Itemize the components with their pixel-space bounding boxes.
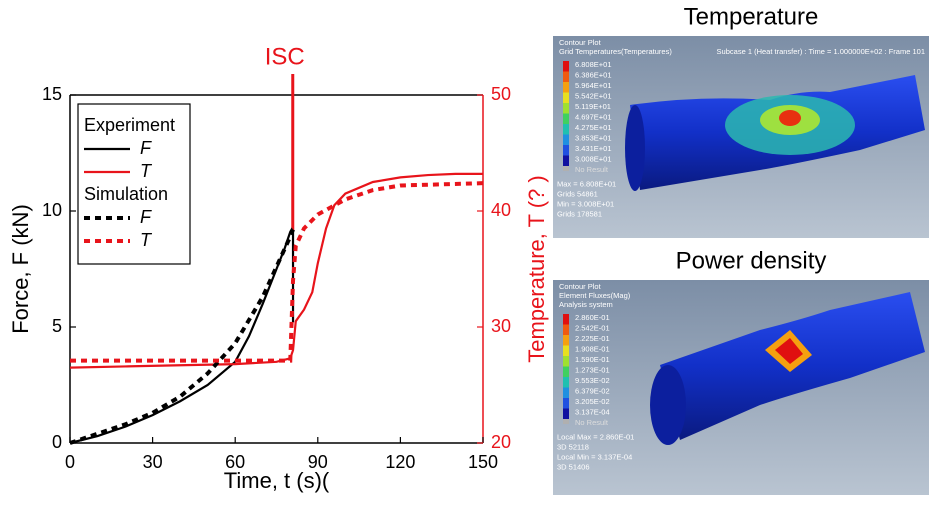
legend-label: 3.137E-04 <box>575 407 610 416</box>
legend-swatch <box>563 314 569 325</box>
x-tick-label: 120 <box>385 452 415 472</box>
panel-header: Analysis system <box>559 300 613 309</box>
legend-swatch <box>563 388 569 399</box>
y2-tick-label: 30 <box>491 316 511 336</box>
legend-label: 2.860E-01 <box>575 313 610 322</box>
legend-label: 3.431E+01 <box>575 144 612 153</box>
legend-label: 1.590E-01 <box>575 355 610 364</box>
legend-label: 6.808E+01 <box>575 60 612 69</box>
legend-swatch <box>563 145 569 156</box>
y-tick-label: 0 <box>52 432 62 452</box>
legend-label: 4.275E+01 <box>575 123 612 132</box>
panel-footer: Local Min = 3.137E-04 <box>557 452 632 461</box>
cylinder-end <box>625 105 645 191</box>
legend-label: 5.964E+01 <box>575 81 612 90</box>
y-tick-label: 10 <box>42 200 62 220</box>
legend-group-title: Simulation <box>84 184 168 204</box>
panel-footer: Min = 3.008E+01 <box>557 199 614 208</box>
panel-footer: 3D 52118 <box>557 442 589 451</box>
legend-label: 2.542E-01 <box>575 323 610 332</box>
panel-footer: Grids 178581 <box>557 209 602 218</box>
y2-tick-label: 50 <box>491 84 511 104</box>
legend-label: 9.553E-02 <box>575 376 610 385</box>
legend-label: 3.008E+01 <box>575 154 612 163</box>
legend-label: 2.225E-01 <box>575 334 610 343</box>
legend-swatch <box>563 335 569 346</box>
legend-group-title: Experiment <box>84 115 175 135</box>
legend-label: 1.908E-01 <box>575 344 610 353</box>
y2-axis-label: Temperature, T (? ) <box>524 175 549 362</box>
panel-header: Contour Plot <box>559 282 602 291</box>
legend-swatch <box>563 409 569 420</box>
legend-swatch <box>563 346 569 357</box>
legend-swatch <box>563 356 569 367</box>
legend-label: 4.697E+01 <box>575 112 612 121</box>
panel-footer: Local Max = 2.860E-01 <box>557 432 634 441</box>
legend-swatch <box>563 135 569 146</box>
legend-label: 6.386E+01 <box>575 70 612 79</box>
panel-footer: Grids 54861 <box>557 189 598 198</box>
x-tick-label: 150 <box>468 452 498 472</box>
legend-swatch <box>563 419 569 424</box>
panel-header: Element Fluxes(Mag) <box>559 291 631 300</box>
legend-swatch <box>563 114 569 125</box>
panel-footer: 3D 51406 <box>557 462 590 471</box>
y2-tick-label: 20 <box>491 432 511 452</box>
panel-title: Temperature <box>684 3 819 30</box>
y2-tick-label: 40 <box>491 200 511 220</box>
legend-swatch <box>563 72 569 83</box>
legend-swatch <box>563 156 569 167</box>
panel-footer: Max = 6.808E+01 <box>557 179 616 188</box>
legend-label: 1.273E-01 <box>575 365 610 374</box>
y-axis-label: Force, F (kN) <box>8 204 33 334</box>
legend-swatch <box>563 124 569 135</box>
y-tick-label: 5 <box>52 316 62 336</box>
legend-label: F <box>140 207 152 227</box>
legend-swatch <box>563 103 569 114</box>
hot-spot <box>779 110 801 126</box>
legend-label: 5.542E+01 <box>575 91 612 100</box>
x-axis-label: Time, t (s)( <box>224 468 330 493</box>
x-tick-label: 0 <box>65 452 75 472</box>
legend-label: No Result <box>575 418 609 427</box>
cylinder-end <box>650 365 686 445</box>
figure: 030609012015005101520304050Time, t (s)(F… <box>0 0 929 505</box>
legend-swatch <box>563 377 569 388</box>
legend-swatch <box>563 398 569 409</box>
legend-label: 3.853E+01 <box>575 133 612 142</box>
panel-header: Grid Temperatures(Temperatures) <box>559 47 672 56</box>
legend-swatch <box>563 93 569 104</box>
y-tick-label: 15 <box>42 84 62 104</box>
legend-label: No Result <box>575 165 609 174</box>
panel-header: Contour Plot <box>559 38 602 47</box>
legend-label: F <box>140 138 152 158</box>
legend-label: 5.119E+01 <box>575 102 611 111</box>
legend-label: 6.379E-02 <box>575 386 610 395</box>
legend-label: 3.205E-02 <box>575 397 610 406</box>
legend-swatch <box>563 166 569 171</box>
legend-swatch <box>563 367 569 378</box>
panel-subcase: Subcase 1 (Heat transfer) : Time = 1.000… <box>717 47 925 56</box>
x-tick-label: 30 <box>143 452 163 472</box>
panel-title: Power density <box>676 247 827 274</box>
legend-swatch <box>563 61 569 72</box>
legend-swatch <box>563 325 569 336</box>
legend-swatch <box>563 82 569 93</box>
annotation: ISC <box>265 43 305 70</box>
